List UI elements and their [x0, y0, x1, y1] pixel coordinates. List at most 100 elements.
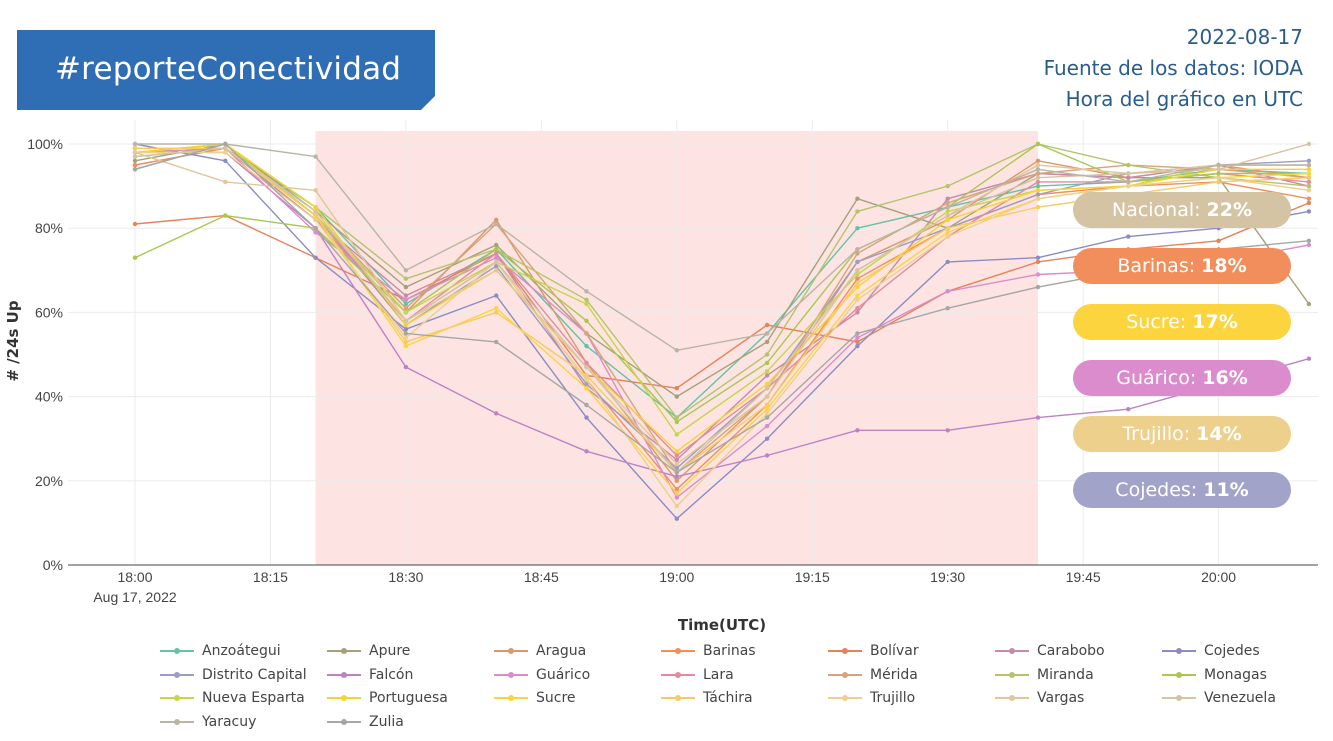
series-point: [945, 213, 950, 218]
series-point: [403, 339, 409, 345]
series-point: [1035, 183, 1041, 189]
series-point: [855, 306, 860, 311]
legend-swatch: [661, 646, 695, 656]
x-tick-label: 19:15: [795, 569, 830, 585]
x-axis-title: Time(UTC): [678, 616, 766, 634]
series-point: [584, 386, 589, 391]
legend-label: Lara: [703, 666, 734, 683]
legend-swatch: [494, 646, 528, 656]
legend-item[interactable]: Mérida: [828, 666, 918, 684]
region-badge: Guárico: 16%: [1073, 360, 1291, 396]
series-point: [494, 411, 499, 416]
series-point: [403, 327, 409, 332]
series-point: [223, 146, 228, 151]
legend-item[interactable]: Trujillo: [828, 689, 915, 707]
legend-swatch-dot: [508, 695, 514, 701]
legend-item[interactable]: Anzoátegui: [160, 642, 281, 660]
legend-label: Nueva Esparta: [202, 690, 305, 706]
series-point: [1035, 188, 1041, 193]
series-point: [494, 293, 499, 298]
region-badge: Nacional: 22%: [1073, 192, 1291, 228]
series-point: [1216, 238, 1221, 243]
legend-item[interactable]: Yaracuy: [160, 713, 256, 731]
legend-item[interactable]: Bolívar: [828, 642, 919, 660]
banner-title: #reporteConectividad: [55, 51, 402, 87]
badge-value: 17%: [1192, 311, 1238, 333]
series-point: [674, 432, 679, 437]
legend-swatch-dot: [1176, 695, 1182, 701]
series-point: [313, 226, 318, 231]
legend-item[interactable]: Vargas: [995, 689, 1084, 707]
series-point: [1306, 175, 1312, 180]
legend-item[interactable]: Lara: [661, 666, 734, 684]
series-point: [855, 209, 860, 214]
series-point: [1306, 183, 1312, 189]
legend-swatch: [327, 693, 361, 703]
series-point: [855, 428, 860, 433]
legend-item[interactable]: Falcón: [327, 666, 413, 684]
legend-swatch-dot: [174, 671, 180, 678]
legend-item[interactable]: Cojedes: [1162, 642, 1260, 660]
series-point: [1216, 179, 1221, 185]
series-point: [584, 297, 589, 302]
legend-swatch-dot: [174, 648, 180, 654]
series-point: [584, 301, 589, 307]
legend-swatch: [160, 717, 194, 727]
legend-swatch: [995, 693, 1029, 703]
legend-swatch-dot: [341, 695, 347, 701]
series-point: [1306, 179, 1312, 185]
legend-item[interactable]: Sucre: [494, 689, 576, 707]
series-point: [855, 247, 860, 252]
series-point: [855, 280, 860, 286]
legend-item[interactable]: Nueva Esparta: [160, 689, 305, 707]
legend-item[interactable]: Zulia: [327, 713, 404, 731]
legend-item[interactable]: Aragua: [494, 642, 586, 660]
series-point: [494, 259, 499, 265]
series-point: [132, 154, 138, 159]
series-point: [1035, 196, 1041, 201]
badge-label: Guárico:: [1116, 367, 1197, 389]
series-point: [1035, 255, 1041, 260]
legend-item[interactable]: Monagas: [1162, 666, 1267, 684]
legend-item[interactable]: Táchira: [661, 689, 753, 707]
series-point: [945, 196, 950, 201]
series-point: [1035, 415, 1041, 420]
series-point: [764, 394, 770, 399]
series-point: [674, 466, 679, 471]
series-point: [584, 381, 589, 387]
series-point: [132, 221, 138, 227]
report-date: 2022-08-17: [1186, 25, 1303, 49]
legend-item[interactable]: Distrito Capital: [160, 666, 307, 684]
legend-swatch-dot: [1176, 671, 1182, 678]
series-point: [584, 377, 589, 382]
series-point: [1035, 284, 1041, 290]
series-point: [764, 386, 770, 391]
series-point: [764, 423, 770, 429]
badge-value: 14%: [1196, 423, 1242, 445]
legend-item[interactable]: Carabobo: [995, 642, 1105, 660]
legend-item[interactable]: Guárico: [494, 666, 590, 684]
legend-item[interactable]: Barinas: [661, 642, 756, 660]
series-point: [1126, 175, 1131, 180]
legend-label: Trujillo: [870, 690, 916, 706]
region-badge: Sucre: 17%: [1073, 304, 1291, 340]
legend-item[interactable]: Portuguesa: [327, 689, 448, 707]
legend-label: Táchira: [703, 690, 753, 706]
series-point: [945, 226, 950, 231]
series-point: [674, 457, 679, 462]
legend-item[interactable]: Venezuela: [1162, 689, 1276, 707]
series-point: [764, 373, 770, 378]
series-point: [764, 411, 770, 416]
x-tick-label: 19:30: [930, 569, 965, 585]
series-point: [945, 209, 950, 214]
series-point: [855, 293, 860, 298]
legend-label: Cojedes: [1204, 643, 1260, 659]
series-point: [313, 230, 318, 235]
y-tick-label: 100%: [27, 136, 63, 152]
series-point: [1126, 171, 1131, 176]
series-point: [223, 150, 228, 155]
legend-item[interactable]: Apure: [327, 642, 410, 660]
series-point: [403, 343, 409, 349]
report-banner: [17, 30, 435, 110]
legend-item[interactable]: Miranda: [995, 666, 1094, 684]
